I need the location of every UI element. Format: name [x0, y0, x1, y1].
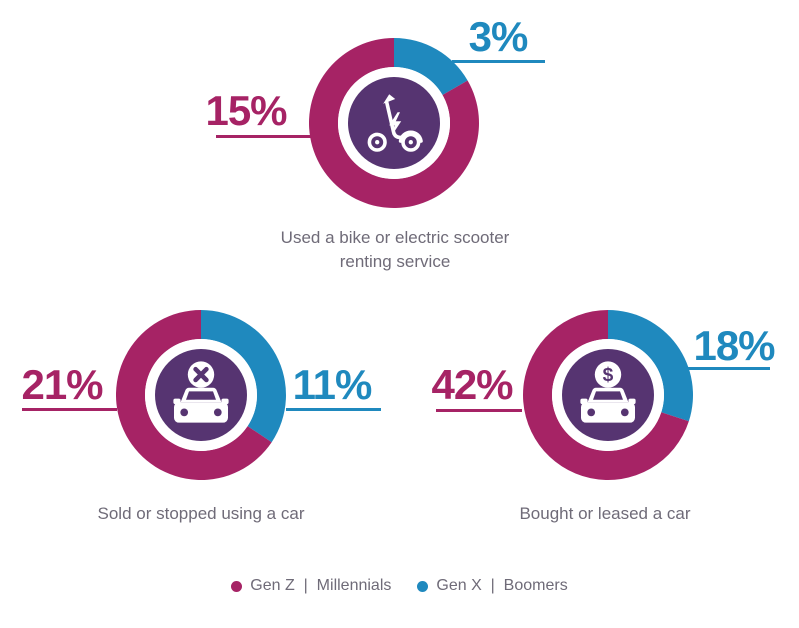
callout-line	[688, 367, 770, 370]
callout-line	[452, 60, 545, 63]
chart-caption: Sold or stopped using a car	[51, 502, 351, 526]
legend-dot-gen-x-icon	[417, 580, 429, 592]
donut-segment	[394, 38, 468, 95]
legend-item-gen-x-boomers: Gen X | Boomers	[417, 577, 568, 595]
callout-line	[286, 408, 381, 411]
segment-value-label: 18%	[693, 322, 775, 369]
donut-chart-bike-scooter	[309, 38, 479, 208]
electric-scooter-icon	[367, 94, 423, 152]
legend-label: Gen X | Boomers	[436, 577, 568, 594]
chart-caption-line: Sold or stopped using a car	[97, 504, 305, 523]
car-purchase-dollar-icon: $	[580, 361, 636, 423]
segment-value-label: 15%	[205, 87, 287, 134]
donut-segment	[523, 310, 689, 480]
donut-segment	[116, 310, 272, 480]
callout-line	[216, 135, 312, 138]
legend-label: Gen Z | Millennials	[250, 577, 392, 594]
chart-caption: Used a bike or electric scooter renting …	[245, 226, 545, 274]
segment-value-label: 21%	[21, 361, 103, 408]
chart-caption: Bought or leased a car	[455, 502, 755, 526]
legend: Gen Z | Millennials Gen X | Boomers	[0, 577, 799, 595]
callout-line	[436, 409, 522, 412]
callout-line	[22, 408, 117, 411]
donut-chart-sold-car	[116, 310, 286, 480]
car-sold-x-icon	[173, 361, 229, 423]
legend-dot-gen-z-icon	[231, 580, 243, 592]
donut-chart-bought-car: $	[523, 310, 693, 480]
donut-segment	[201, 310, 286, 443]
donut-segment	[309, 38, 479, 208]
chart-caption-line: Used a bike or electric scooter	[280, 228, 510, 247]
segment-value-label: 3%	[468, 13, 529, 60]
donut-segment	[608, 310, 693, 422]
segment-value-label: 11%	[292, 361, 373, 408]
chart-caption-line: Bought or leased a car	[519, 504, 691, 523]
chart-caption-line: renting service	[339, 252, 451, 271]
segment-value-label: 42%	[431, 361, 513, 408]
dollar-glyph: $	[603, 365, 614, 386]
legend-item-gen-z-millennials: Gen Z | Millennials	[231, 577, 391, 595]
